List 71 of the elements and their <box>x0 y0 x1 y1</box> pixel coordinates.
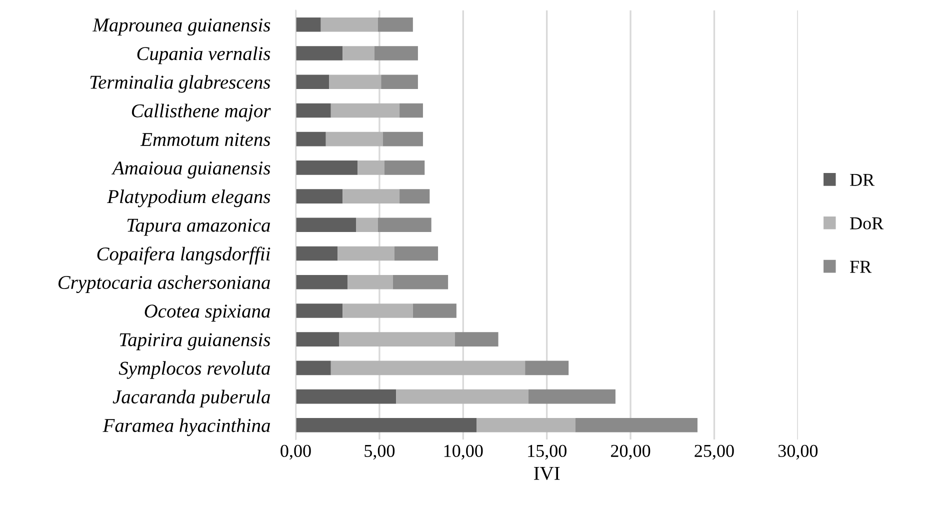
bar <box>528 389 616 404</box>
bar <box>296 160 358 175</box>
bar <box>384 160 425 175</box>
x-tick-label: 5,00 <box>364 444 395 460</box>
bar <box>378 218 432 232</box>
x-tick-label: 30,00 <box>778 444 818 460</box>
bar <box>412 304 456 318</box>
legend-label: FR <box>850 260 872 273</box>
bar <box>296 17 321 32</box>
y-tick-label: Ocotea spixiana <box>144 304 270 322</box>
y-tick-label: Copaifera langsdorffii <box>97 246 270 264</box>
bar <box>296 418 477 432</box>
bar <box>296 246 338 261</box>
y-tick-label: Terminalia glabrescens <box>90 75 270 93</box>
bar <box>378 17 413 32</box>
x-tick-label: 15,00 <box>528 444 566 460</box>
bar <box>374 46 418 60</box>
bar <box>326 132 383 146</box>
bar <box>392 274 448 290</box>
legend-label: DR <box>850 174 875 186</box>
bar <box>476 418 576 432</box>
bar <box>382 132 423 146</box>
bar <box>348 274 393 290</box>
bar <box>296 46 343 60</box>
bar <box>396 389 528 404</box>
bar <box>575 418 698 432</box>
bar <box>339 332 455 346</box>
y-tick-label: Tapura amazonica <box>127 218 270 236</box>
x-tick-label: 10,00 <box>444 444 483 460</box>
y-tick-label: Emmotum nitens <box>140 132 270 146</box>
bar <box>296 304 343 318</box>
y-tick-label: Cupania vernalis <box>137 46 270 64</box>
x-tick-label: 20,00 <box>611 444 650 460</box>
bar <box>296 132 326 146</box>
bar <box>358 160 384 175</box>
bar <box>394 246 438 261</box>
x-axis-title: IVI <box>534 467 560 480</box>
bar <box>400 103 423 118</box>
bar <box>400 189 430 204</box>
bar <box>338 246 395 261</box>
bar <box>296 274 348 290</box>
x-tick-label: 25,00 <box>694 444 734 460</box>
y-tick-label: Faramea hyacinthina <box>102 418 270 436</box>
bar <box>296 389 396 404</box>
bar <box>342 304 413 318</box>
y-tick-label: Symplocos revoluta <box>118 361 270 379</box>
bar <box>296 332 340 346</box>
bar <box>296 360 331 376</box>
legend-label: DoR <box>850 217 884 230</box>
y-tick-label: Cryptocaria aschersoniana <box>58 275 270 294</box>
bar <box>525 360 569 376</box>
x-tick-label: 0,00 <box>280 444 311 460</box>
bar <box>296 218 356 232</box>
y-tick-label: Platypodium elegans <box>107 190 270 208</box>
bar <box>342 46 374 60</box>
bar <box>320 17 378 32</box>
y-tick-label: Tapirira guianensis <box>120 333 270 350</box>
bar <box>381 74 418 90</box>
y-tick-label: Maprounea guianensis <box>92 18 270 36</box>
bar <box>342 189 400 204</box>
bar <box>296 103 331 118</box>
bar <box>296 189 343 204</box>
y-tick-label: Callisthene major <box>132 104 271 122</box>
y-tick-label: Jacaranda puberula <box>112 390 270 408</box>
bar <box>329 74 382 90</box>
bar <box>454 332 498 346</box>
bar <box>296 74 330 90</box>
y-tick-label: Amaioua guianensis <box>111 162 270 179</box>
bar <box>356 218 378 232</box>
bar <box>330 360 526 376</box>
bar <box>330 103 400 118</box>
